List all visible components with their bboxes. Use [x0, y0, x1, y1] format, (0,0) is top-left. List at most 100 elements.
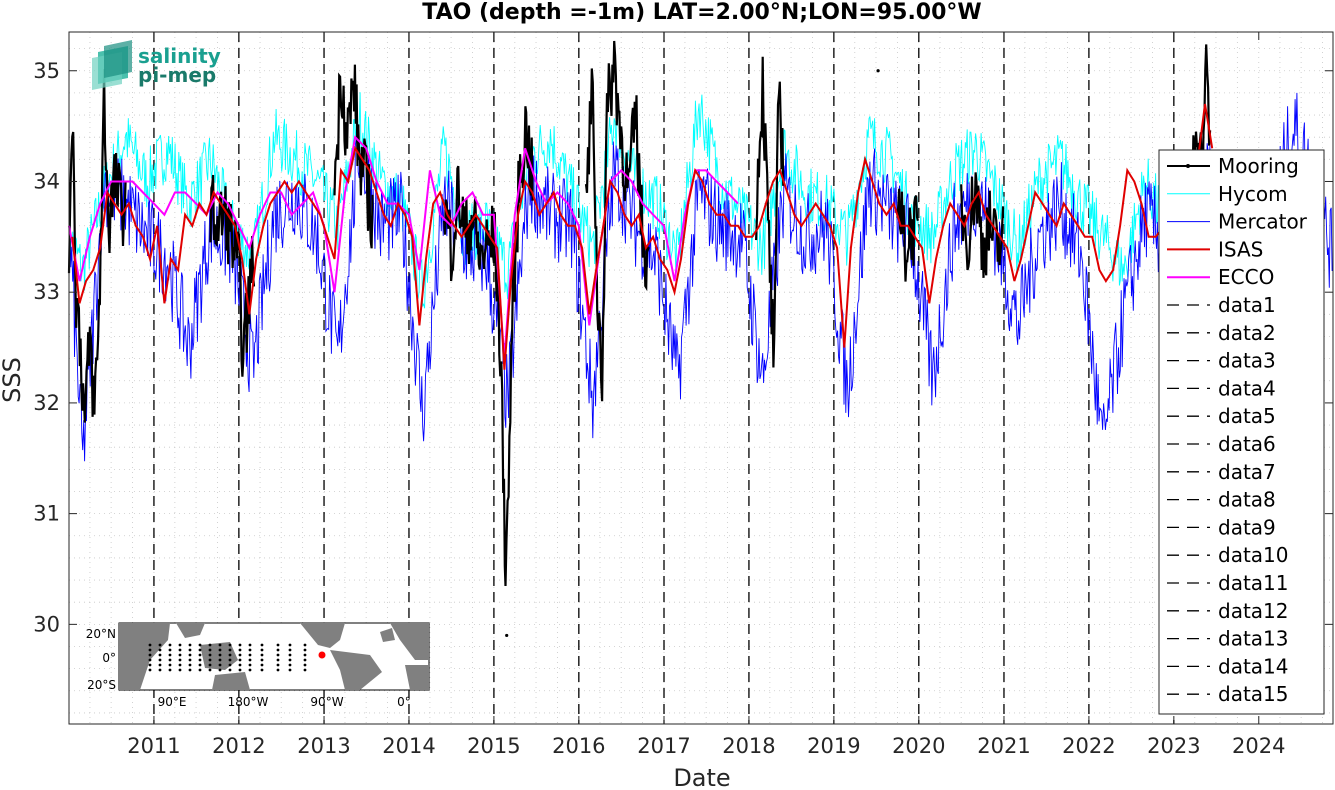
inset-buoy-dot	[178, 643, 182, 647]
series-mooring-point	[876, 69, 880, 73]
inset-buoy-dot	[218, 653, 222, 657]
legend-label: data2	[1218, 321, 1276, 345]
legend: Mooring Hycom Mercator ISAS ECCO data1 data2 da…	[1158, 149, 1325, 715]
inset-buoy-dot	[148, 653, 152, 657]
inset-buoy-dot	[276, 643, 280, 647]
inset-buoy-dot	[158, 653, 162, 657]
inset-buoy-dot	[158, 658, 162, 662]
legend-item: Hycom	[1167, 182, 1288, 206]
x-tick-label: 2015	[467, 734, 520, 758]
legend-item: data4	[1167, 376, 1276, 400]
inset-buoy-dot	[168, 668, 172, 672]
legend-label: data13	[1218, 627, 1289, 651]
inset-buoy-dot	[188, 663, 192, 667]
inset-buoy-dot	[148, 663, 152, 667]
inset-lon-label-0: 0°	[397, 695, 411, 709]
inset-buoy-dot	[228, 653, 232, 657]
x-tick-label: 2013	[297, 734, 350, 758]
series-mooring-segment	[333, 64, 374, 249]
legend-label: data6	[1218, 432, 1276, 456]
series-mooring-segment	[896, 188, 919, 282]
inset-buoy-dot	[198, 643, 202, 647]
legend-label: data11	[1218, 571, 1289, 595]
x-axis-label: Date	[673, 764, 730, 790]
x-tick-label: 2011	[127, 734, 180, 758]
legend-item: data12	[1167, 599, 1289, 623]
inset-buoy-dot	[148, 658, 152, 662]
y-axis-label: SSS	[0, 357, 26, 403]
inset-buoy-dot	[303, 643, 307, 647]
inset-buoy-dot	[148, 643, 152, 647]
y-tick-label: 34	[33, 169, 60, 193]
inset-buoy-dot	[248, 668, 252, 672]
inset-buoy-dot	[288, 668, 292, 672]
legend-item: data11	[1167, 571, 1289, 595]
inset-buoy-dot	[208, 648, 212, 652]
x-tick-label: 2022	[1062, 734, 1115, 758]
series-mooring-point	[505, 633, 509, 638]
inset-buoy-dot	[303, 653, 307, 657]
plot-frame	[68, 31, 1334, 725]
inset-buoy-dot	[238, 663, 242, 667]
inset-buoy-dot	[188, 648, 192, 652]
legend-item: data7	[1167, 460, 1276, 484]
inset-buoy-dot	[288, 648, 292, 652]
legend-label: data8	[1218, 488, 1276, 512]
inset-buoy-dot	[208, 653, 212, 657]
x-tick-label: 2014	[382, 734, 435, 758]
inset-buoy-dot	[198, 653, 202, 657]
legend-label: data12	[1218, 599, 1289, 623]
inset-buoy-dot	[198, 658, 202, 662]
inset-buoy-dot	[228, 648, 232, 652]
y-tick-label: 31	[33, 502, 60, 526]
inset-buoy-dot	[188, 658, 192, 662]
y-tick-label: 35	[33, 59, 60, 83]
inset-buoy-dot	[188, 643, 192, 647]
inset-buoy-dot	[148, 648, 152, 652]
series-mooring-segment	[960, 172, 1005, 278]
x-tick-label: 2012	[212, 734, 265, 758]
inset-buoy-dot	[248, 648, 252, 652]
inset-buoy-dot	[228, 658, 232, 662]
inset-lon-label-90e: 90°E	[158, 695, 187, 709]
legend-label: ISAS	[1218, 237, 1263, 261]
x-tick-label: 2019	[807, 734, 860, 758]
inset-buoy-dot	[303, 668, 307, 672]
grid-layer	[69, 32, 1333, 724]
x-tick-label: 2021	[977, 734, 1030, 758]
legend-item: data8	[1167, 488, 1276, 512]
legend-item: data2	[1167, 321, 1276, 345]
x-tick-label: 2023	[1147, 734, 1200, 758]
legend-item: data10	[1167, 543, 1289, 567]
x-tick-label: 2020	[892, 734, 945, 758]
legend-label: data9	[1218, 515, 1276, 539]
legend-label: Mooring	[1218, 154, 1299, 178]
inset-buoy-dot	[168, 648, 172, 652]
legend-item: data15	[1167, 682, 1289, 706]
logo-wave-icon	[92, 40, 132, 90]
inset-buoy-dot	[208, 663, 212, 667]
inset-buoy-dot	[260, 658, 264, 662]
series-mercator-line	[68, 92, 1333, 462]
legend-item: data3	[1167, 349, 1276, 373]
inset-buoy-dot	[188, 653, 192, 657]
inset-buoy-dot	[248, 663, 252, 667]
inset-map-station-marker	[318, 651, 326, 659]
legend-item: data13	[1167, 627, 1289, 651]
legend-box	[1158, 149, 1325, 715]
x-tick-label: 2016	[552, 734, 605, 758]
inset-lat-label-south: 20°S	[87, 678, 116, 692]
inset-buoy-dot	[178, 648, 182, 652]
legend-label: data5	[1218, 404, 1276, 428]
legend-item: data9	[1167, 515, 1276, 539]
inset-buoy-dot	[238, 643, 242, 647]
inset-buoy-dot	[248, 658, 252, 662]
inset-buoy-dot	[158, 663, 162, 667]
legend-swatch-dot	[1186, 164, 1190, 168]
inset-buoy-dot	[238, 653, 242, 657]
inset-buoy-dot	[218, 663, 222, 667]
series-mooring-segment	[755, 56, 785, 368]
y-tick-label: 33	[33, 280, 60, 304]
inset-buoy-dot	[260, 653, 264, 657]
axis-ticks: 2011 2012 2013 2014 2015 2016 2017 2018 2019 2020…	[33, 32, 1333, 758]
